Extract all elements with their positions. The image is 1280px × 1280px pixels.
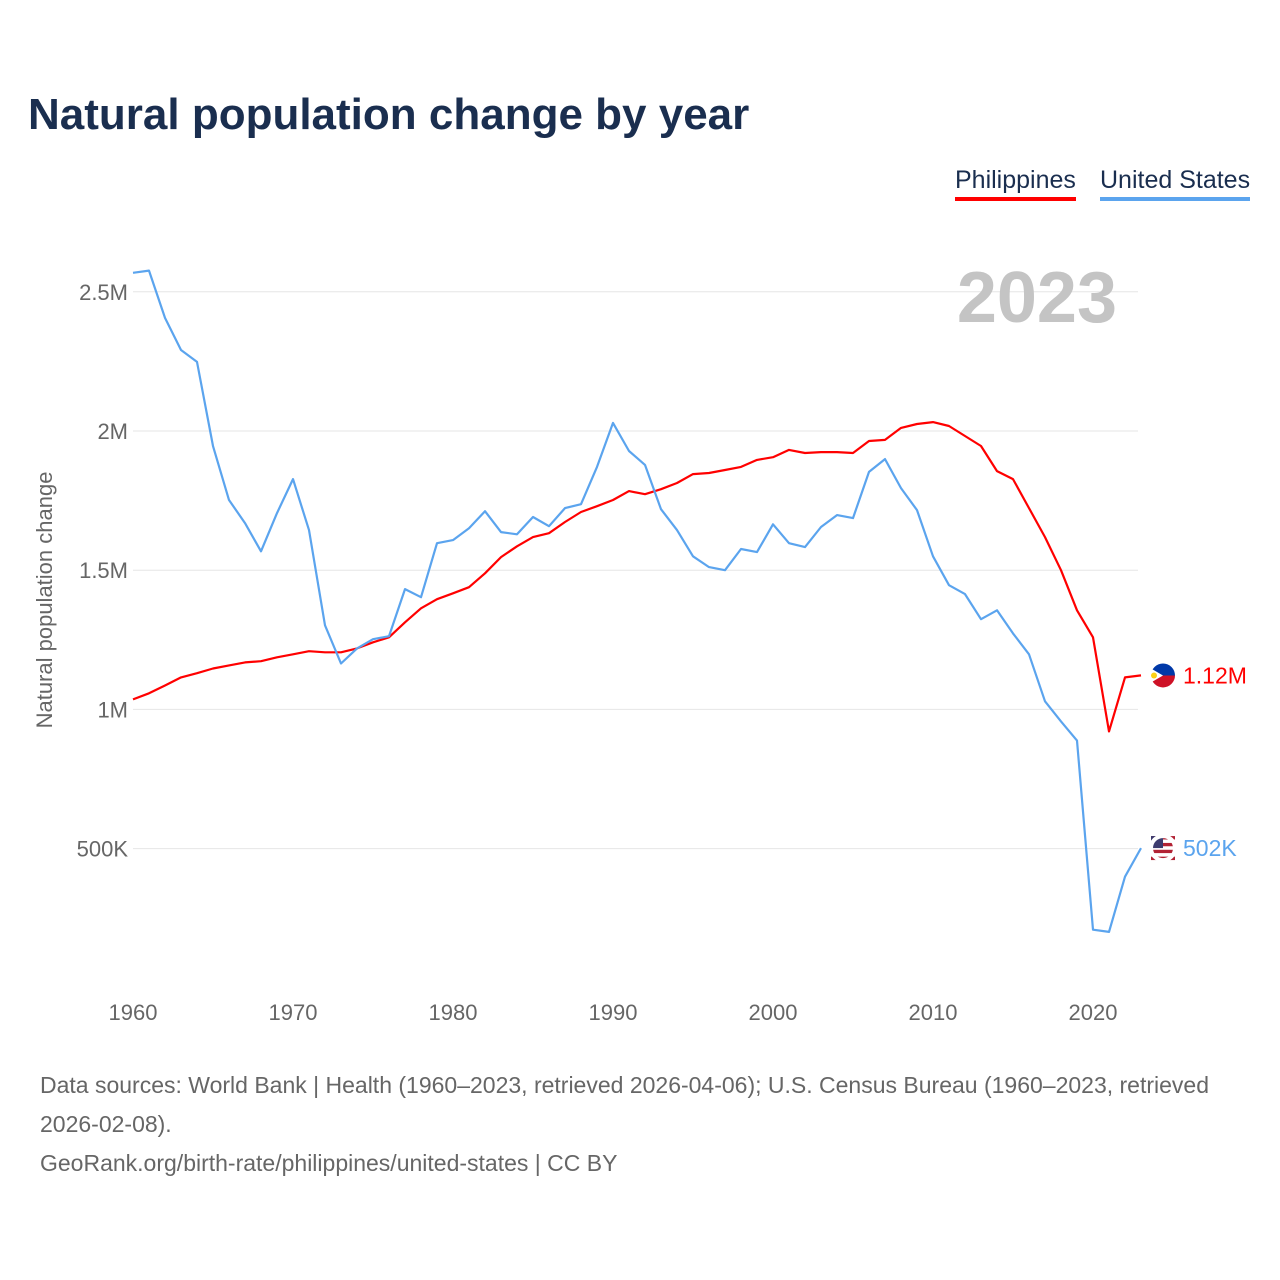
- series-line-philippines: [132, 421, 1142, 733]
- legend-united-states[interactable]: United States: [1100, 166, 1251, 201]
- x-tick-label: 2020: [1069, 1000, 1118, 1025]
- source-link[interactable]: GeoRank.org/birth-rate/philippines/unite…: [40, 1150, 618, 1176]
- flag-sun: [1151, 672, 1157, 679]
- flag-mask: [1149, 834, 1177, 863]
- y-tick-label: 2.5M: [79, 280, 128, 305]
- x-tick-label: 1960: [109, 1000, 158, 1025]
- y-axis-label: Natural population change: [32, 472, 57, 729]
- flag-stripe: [1151, 853, 1175, 857]
- end-value-label: 1.12M: [1183, 662, 1247, 688]
- data-sources: Data sources: World Bank | Health (1960–…: [40, 1072, 1210, 1137]
- philippines-flag-icon: [1151, 663, 1175, 688]
- footer: Data sources: World Bank | Health (1960–…: [40, 1066, 1250, 1183]
- x-tick-label: 2000: [749, 1000, 798, 1025]
- y-tick-label: 1.5M: [79, 558, 128, 583]
- united-states-flag-icon: [1149, 834, 1177, 863]
- year-watermark: 2023: [957, 258, 1117, 338]
- y-tick-label: 2M: [97, 419, 128, 444]
- series-line-united-states: [132, 269, 1142, 934]
- legend-philippines[interactable]: Philippines: [955, 166, 1076, 201]
- y-tick-label: 500K: [77, 837, 129, 862]
- chart-title: Natural population change by year: [28, 90, 750, 139]
- x-tick-label: 1990: [589, 1000, 638, 1025]
- end-value-label: 502K: [1183, 835, 1237, 861]
- x-tick-label: 1980: [429, 1000, 478, 1025]
- x-tick-label: 1970: [269, 1000, 318, 1025]
- x-tick-label: 2010: [909, 1000, 958, 1025]
- y-tick-label: 1M: [97, 697, 128, 722]
- flag-stripe: [1151, 849, 1175, 854]
